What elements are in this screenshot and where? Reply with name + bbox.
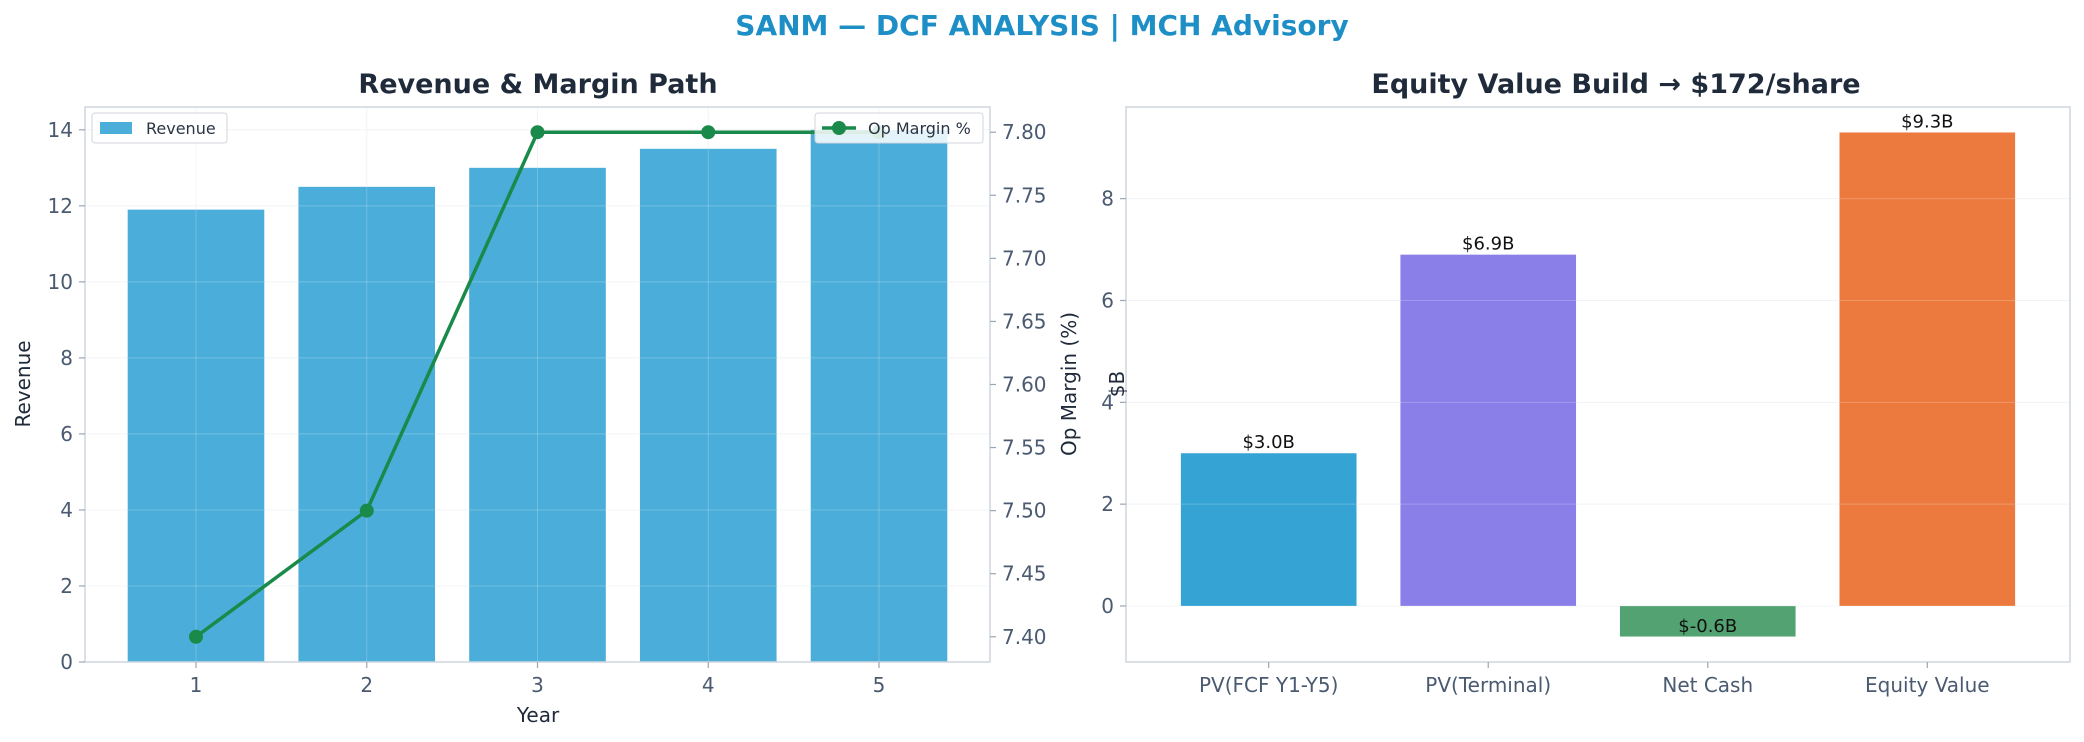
legend-label: Op Margin % [868, 119, 971, 138]
legend-marker [832, 121, 846, 135]
legend-frame [814, 112, 984, 144]
op-margin-point [188, 629, 203, 644]
x-tick-label: PV(FCF Y1-Y5) [1199, 673, 1338, 697]
y-tick-label: 8 [1101, 187, 1114, 211]
legend-revenue: Revenue [91, 112, 228, 144]
y2-tick-label: 7.70 [1002, 246, 1047, 270]
figure-suptitle: SANM — DCF ANALYSIS | MCH Advisory [735, 9, 1348, 42]
x-tick-label: 1 [190, 673, 203, 697]
y-tick-label: 0 [60, 650, 73, 674]
bar-data-label: $9.3B [1901, 111, 1953, 132]
net-cash-bar [1619, 605, 1796, 637]
revenue-bar [469, 167, 606, 663]
y2-tick-label: 7.65 [1002, 309, 1047, 333]
x-axis-label: Year [516, 703, 560, 727]
y-tick-label: 2 [1101, 492, 1114, 516]
legend-frame [91, 112, 228, 144]
chart-title: Equity Value Build → $172/share [1371, 69, 1860, 100]
legend-op-margin: Op Margin % [814, 112, 984, 144]
op-margin-point [530, 125, 545, 140]
y2-tick-label: 7.75 [1002, 183, 1047, 207]
chart-title: Revenue & Margin Path [358, 69, 717, 100]
y-tick-label: 4 [60, 498, 73, 522]
plot-frame [1125, 106, 2071, 663]
y2-tick-label: 7.45 [1002, 562, 1047, 586]
revenue-bar [810, 129, 948, 662]
x-tick-label: Net Cash [1662, 673, 1753, 697]
y2-tick-label: 7.55 [1002, 436, 1047, 460]
x-tick-label: 3 [531, 673, 544, 697]
y-tick-label: 6 [60, 422, 73, 446]
pv-fcf-bar [1180, 453, 1357, 606]
y2-tick-label: 7.40 [1002, 625, 1047, 649]
x-tick-label: Equity Value [1865, 673, 1990, 697]
op-margin-point [701, 125, 716, 140]
y2-tick-label: 7.80 [1002, 120, 1047, 144]
revenue-bar [639, 148, 777, 662]
y-tick-label: 2 [60, 574, 73, 598]
revenue-bar [298, 186, 436, 662]
legend-swatch [100, 122, 132, 134]
y-tick-label: 10 [48, 270, 73, 294]
y-tick-label: 0 [1101, 594, 1114, 618]
legend-label: Revenue [146, 119, 216, 138]
x-tick-label: 4 [702, 673, 715, 697]
revenue-bar [127, 209, 265, 662]
x-tick-label: PV(Terminal) [1425, 673, 1551, 697]
equity-value-bar [1839, 132, 2016, 606]
y-axis-label: Revenue [11, 340, 35, 427]
y2-tick-label: 7.50 [1002, 499, 1047, 523]
x-tick-label: 5 [873, 673, 886, 697]
x-tick-label: 2 [360, 673, 373, 697]
y-tick-label: 14 [48, 118, 73, 142]
y2-axis-label: Op Margin (%) [1057, 312, 1081, 456]
op-margin-point [359, 503, 374, 518]
y-tick-label: 8 [60, 346, 73, 370]
y-tick-label: 12 [48, 194, 73, 218]
bar-data-label: $6.9B [1462, 234, 1514, 255]
y-axis-label: $B [1105, 371, 1129, 397]
equity-value-chart: Equity Value Build → $172/share $3.0B $6.… [1101, 69, 2071, 697]
bar-data-label: $3.0B [1242, 432, 1294, 453]
y-tick-label: 6 [1101, 288, 1114, 312]
y-tick-label: 4 [1101, 390, 1114, 414]
y2-tick-label: 7.60 [1002, 373, 1047, 397]
pv-terminal-bar [1400, 254, 1577, 606]
bar-data-label: $-0.6B [1678, 616, 1737, 637]
